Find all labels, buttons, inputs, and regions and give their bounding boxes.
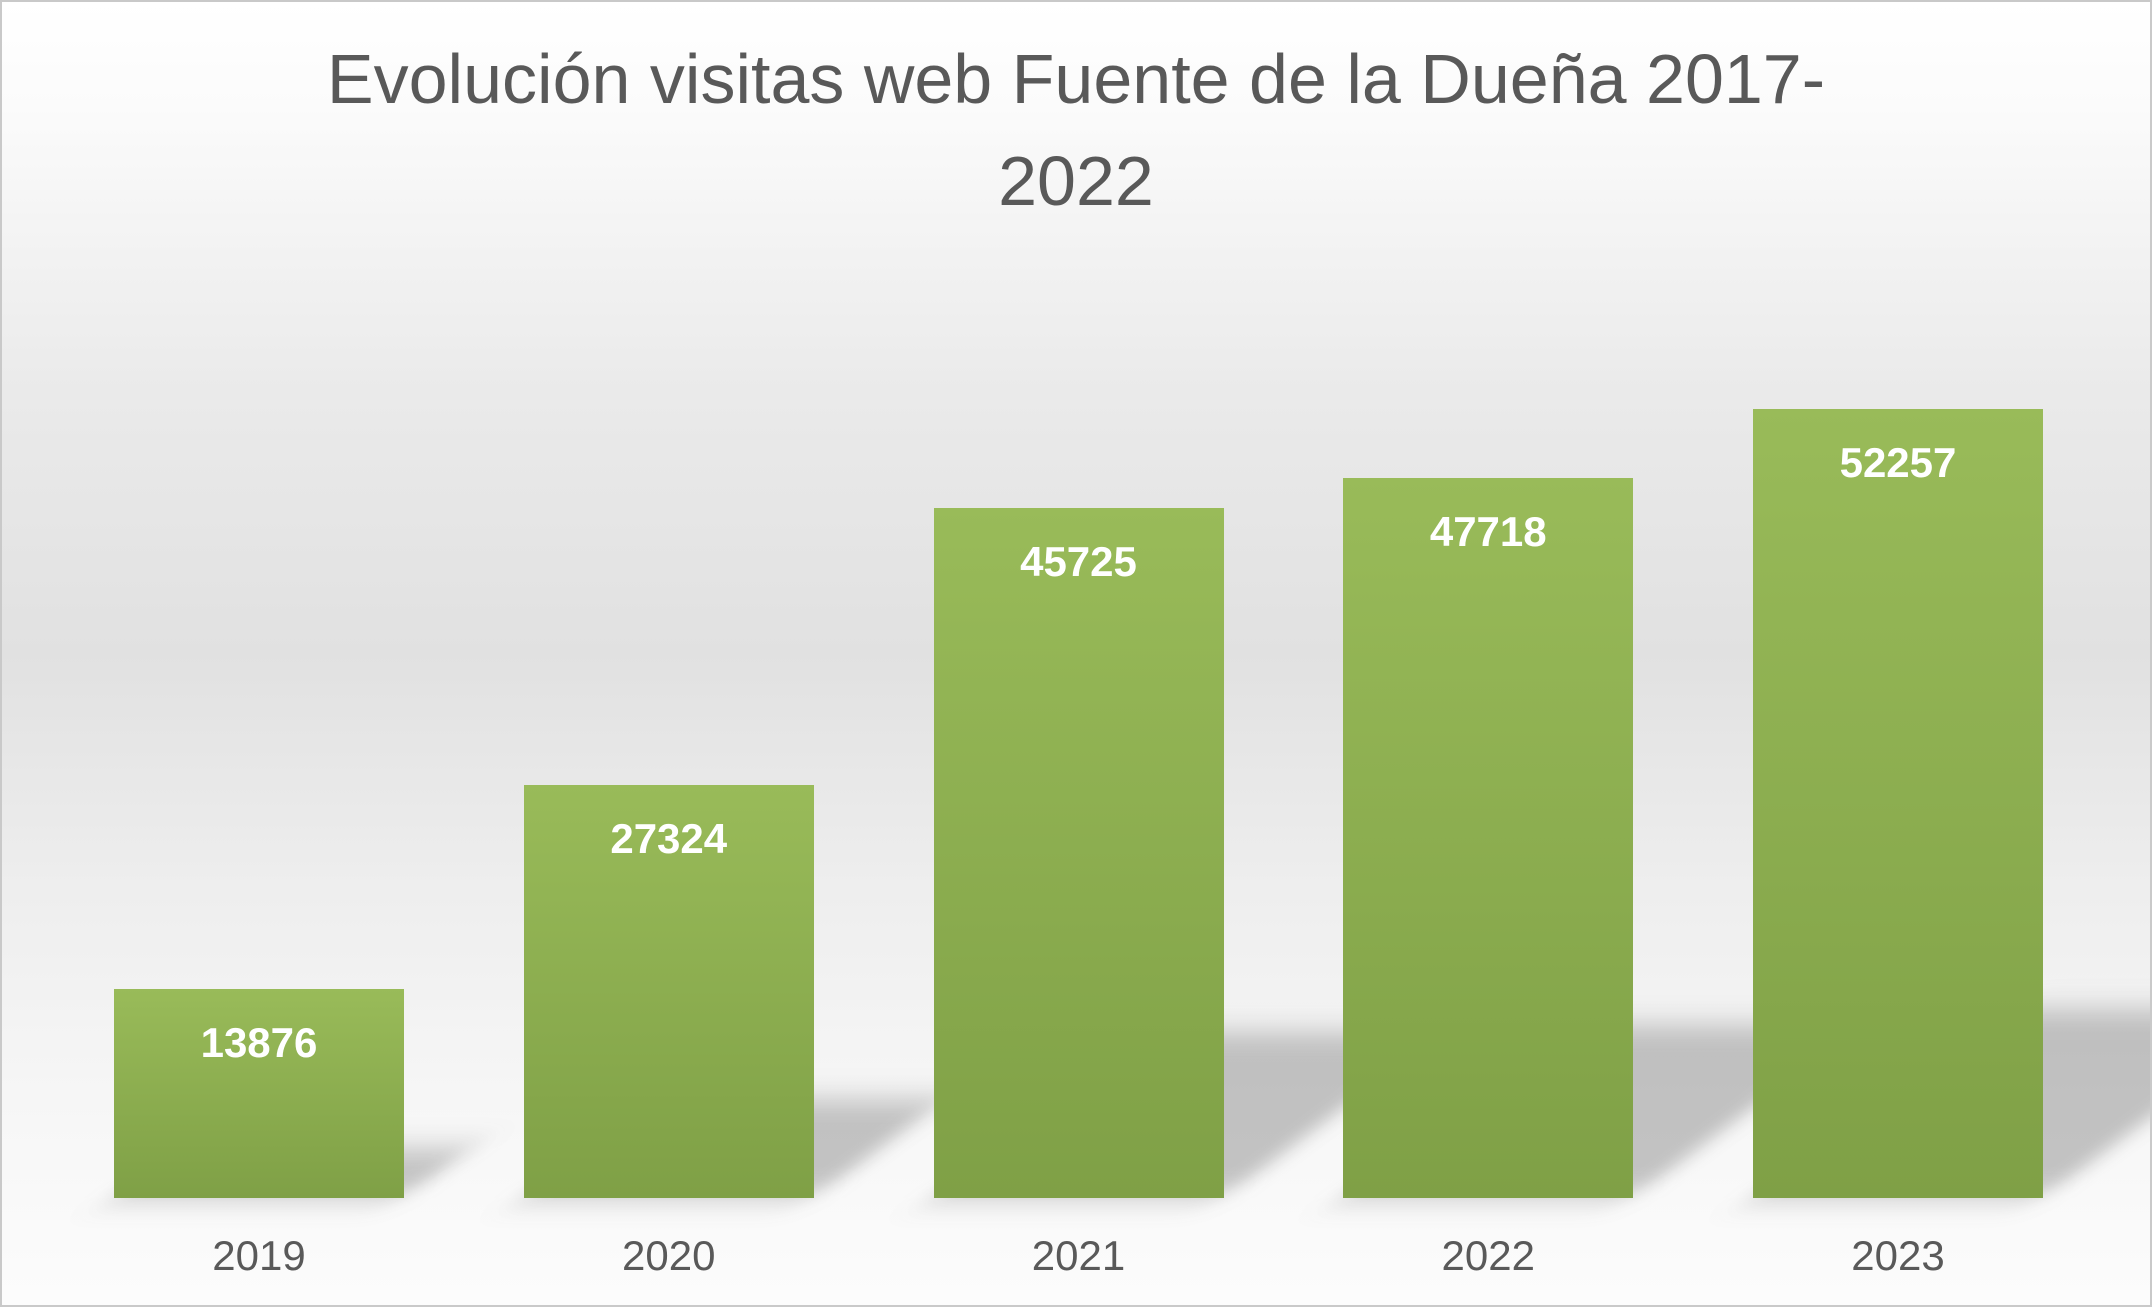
bar-2019: 13876	[114, 988, 404, 1198]
x-axis: 2019 2020 2021 2022 2023	[114, 1224, 2043, 1288]
chart-title-line1: Evolución visitas web Fuente de la Dueña…	[326, 40, 1826, 118]
bar-2021: 45725	[933, 507, 1224, 1198]
bar-value-label-2022: 47718	[1429, 507, 1547, 555]
bar-2023: 52257	[1753, 409, 2043, 1198]
chart-title-line2: 2022	[998, 142, 1154, 220]
bar-value-label-2020: 27324	[610, 815, 728, 863]
bar-value-label-2019: 13876	[200, 1018, 318, 1066]
x-axis-label-2023: 2023	[1851, 1232, 1945, 1279]
bar-2020: 27324	[523, 785, 814, 1198]
bar-2022: 47718	[1343, 477, 1634, 1198]
x-axis-label-2020: 2020	[622, 1232, 716, 1279]
bar-value-label-2021: 45725	[1020, 537, 1137, 585]
x-axis-label-2019: 2019	[212, 1232, 306, 1279]
x-axis-label-2021: 2021	[1031, 1232, 1126, 1279]
chart-title: Evolución visitas web Fuente de la Dueña…	[2, 28, 2150, 232]
bar-value-label-2023: 52257	[1839, 439, 1957, 486]
plot-area: 13876 27324 45725 47718 52257	[114, 409, 2150, 1198]
x-axis-label-2022: 2022	[1441, 1232, 1535, 1279]
